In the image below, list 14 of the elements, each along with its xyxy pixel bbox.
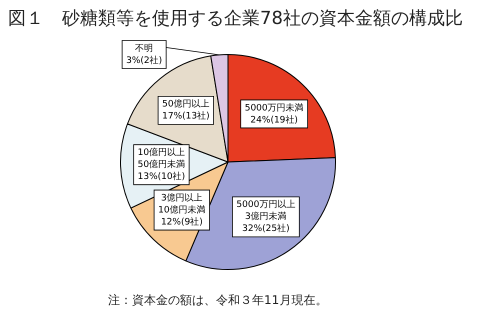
slice-label: 不明: [135, 42, 154, 54]
slice-label: 3億円以上 10億円未満: [158, 192, 206, 216]
data-label: 3%(2社): [126, 54, 162, 66]
slice-label: 10億円以上 50億円未満: [138, 147, 186, 170]
data-label: 12%(9社): [160, 216, 203, 228]
chart-title: 図１ 砂糖類等を使用する企業78社の資本金額の構成比: [8, 7, 463, 30]
slice-label: 50億円以上: [162, 98, 210, 110]
slice-label: 5000万円未満: [244, 102, 304, 114]
slice-label: 5000万円以上 3億円未満: [236, 199, 296, 222]
data-label: 13%(10社): [138, 171, 186, 182]
data-label: 32%(25社): [242, 223, 290, 234]
data-label: 17%(13社): [162, 110, 210, 122]
text: 注：資本金の額は、令和３年11月現在。: [108, 292, 328, 309]
data-label: 24%(19社): [250, 114, 298, 126]
